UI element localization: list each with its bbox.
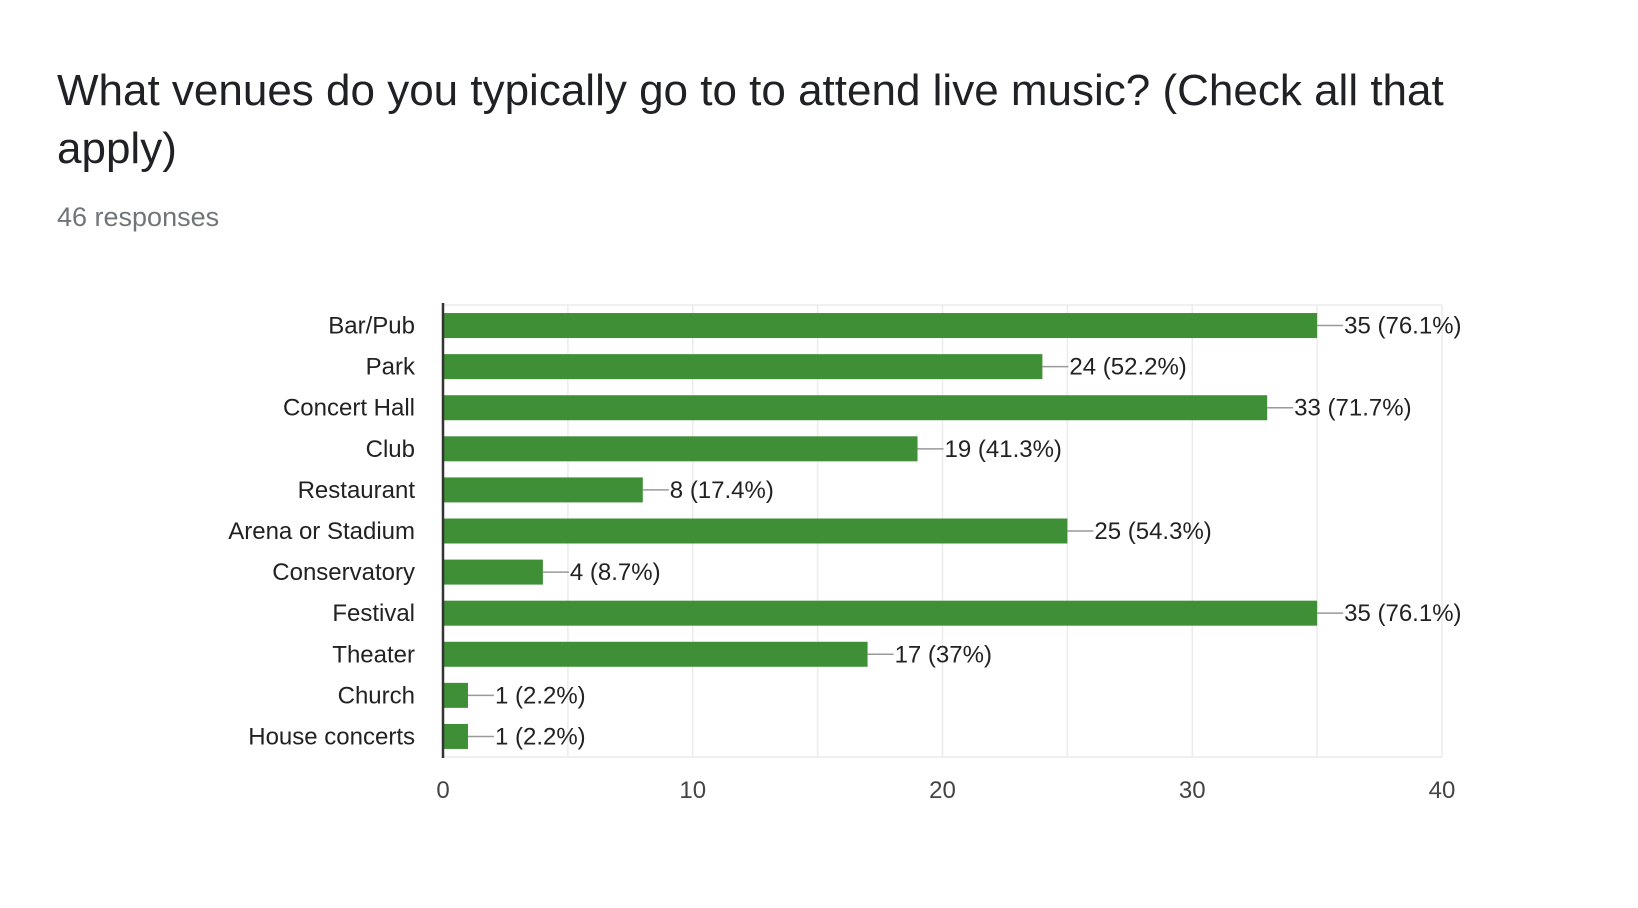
- data-label: 8 (17.4%): [670, 477, 774, 504]
- category-label: Concert Hall: [283, 395, 415, 422]
- category-label: House concerts: [248, 723, 415, 750]
- category-label: Theater: [332, 641, 415, 668]
- bar: [443, 436, 918, 462]
- data-label: 33 (71.7%): [1294, 395, 1411, 422]
- data-label: 1 (2.2%): [495, 723, 586, 750]
- bar: [443, 682, 468, 708]
- bar: [443, 518, 1068, 544]
- bar: [443, 641, 868, 667]
- bar: [443, 477, 643, 503]
- page-title: What venues do you typically go to to at…: [57, 66, 1444, 173]
- x-tick-label: 40: [1429, 777, 1456, 804]
- data-label: 4 (8.7%): [570, 559, 661, 586]
- x-tick-label: 20: [929, 777, 956, 804]
- data-label: 1 (2.2%): [495, 682, 586, 709]
- bar: [443, 559, 543, 585]
- bar: [443, 723, 468, 749]
- category-label: Restaurant: [298, 477, 416, 504]
- data-label: 19 (41.3%): [945, 436, 1062, 463]
- bars: [443, 313, 1318, 749]
- category-label: Park: [366, 354, 416, 381]
- bar: [443, 354, 1043, 380]
- data-label: 17 (37%): [895, 641, 992, 668]
- data-label: 24 (52.2%): [1069, 354, 1186, 381]
- category-label: Bar/Pub: [328, 313, 415, 340]
- category-label: Conservatory: [272, 559, 415, 586]
- labels: Bar/Pub 35 (76.1%) Park 24 (52.2%) Concert H…: [228, 313, 1461, 751]
- x-tick-label: 0: [436, 777, 449, 804]
- axes: 0 10 20 30 40: [436, 303, 1455, 804]
- category-label: Arena or Stadium: [228, 518, 415, 545]
- data-label: 25 (54.3%): [1094, 518, 1211, 545]
- category-label: Festival: [332, 600, 415, 627]
- category-label: Club: [366, 436, 415, 463]
- response-count: 46 responses: [57, 202, 220, 232]
- bar: [443, 600, 1318, 626]
- data-label: 35 (76.1%): [1344, 600, 1461, 627]
- bar: [443, 313, 1318, 339]
- x-tick-label: 10: [679, 777, 706, 804]
- data-label: 35 (76.1%): [1344, 313, 1461, 340]
- bar: [443, 395, 1268, 421]
- x-tick-label: 30: [1179, 777, 1206, 804]
- category-label: Church: [338, 682, 415, 709]
